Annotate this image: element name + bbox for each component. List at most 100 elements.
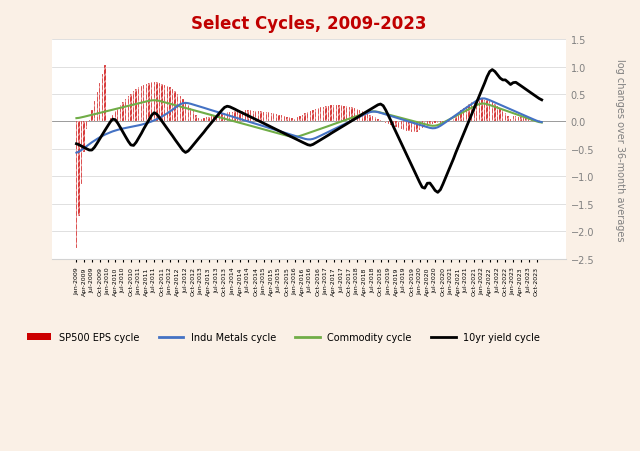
Bar bbox=[154, 83, 155, 122]
Bar bbox=[224, 114, 225, 122]
Bar bbox=[219, 115, 220, 122]
Bar bbox=[307, 113, 308, 122]
Bar bbox=[244, 111, 246, 122]
Bar bbox=[354, 109, 355, 122]
Bar bbox=[138, 88, 140, 122]
Bar bbox=[315, 110, 316, 122]
Bar bbox=[333, 106, 334, 122]
Bar bbox=[117, 109, 118, 122]
Bar bbox=[198, 119, 199, 122]
Bar bbox=[195, 115, 196, 122]
Bar bbox=[278, 115, 280, 122]
Bar bbox=[148, 83, 150, 122]
Bar bbox=[156, 83, 157, 122]
Bar bbox=[128, 97, 129, 122]
Bar bbox=[297, 118, 298, 122]
Bar bbox=[156, 83, 157, 122]
Bar bbox=[437, 122, 438, 124]
Bar bbox=[247, 111, 248, 122]
Bar bbox=[315, 110, 316, 122]
Bar bbox=[286, 117, 287, 122]
Bar bbox=[221, 114, 223, 122]
Bar bbox=[94, 102, 95, 122]
Bar bbox=[151, 83, 152, 122]
Bar bbox=[403, 122, 404, 131]
Title: Select Cycles, 2009-2023: Select Cycles, 2009-2023 bbox=[191, 15, 427, 33]
Bar bbox=[258, 112, 259, 122]
Bar bbox=[208, 117, 209, 122]
Bar bbox=[356, 110, 358, 122]
Bar bbox=[380, 121, 381, 122]
Bar bbox=[164, 85, 165, 122]
Bar bbox=[362, 112, 363, 122]
Bar bbox=[440, 122, 441, 123]
Bar bbox=[427, 122, 428, 126]
Bar bbox=[440, 122, 441, 123]
Bar bbox=[396, 122, 397, 128]
Bar bbox=[455, 116, 456, 122]
Bar bbox=[508, 116, 509, 122]
Bar bbox=[198, 119, 199, 122]
Bar bbox=[104, 65, 106, 122]
Bar bbox=[227, 113, 228, 122]
Bar bbox=[161, 84, 163, 122]
Bar bbox=[161, 84, 163, 122]
Bar bbox=[99, 84, 100, 122]
Bar bbox=[481, 100, 483, 122]
Bar bbox=[297, 118, 298, 122]
Bar bbox=[471, 103, 472, 122]
Bar bbox=[408, 122, 410, 132]
Bar bbox=[510, 119, 511, 122]
Bar bbox=[273, 114, 275, 122]
Bar bbox=[432, 122, 433, 124]
Bar bbox=[164, 85, 165, 122]
Bar bbox=[518, 118, 519, 122]
Bar bbox=[180, 97, 181, 122]
Bar bbox=[182, 100, 184, 122]
Bar bbox=[188, 106, 189, 122]
Bar bbox=[276, 115, 277, 122]
Bar bbox=[211, 116, 212, 122]
Bar bbox=[302, 115, 303, 122]
Bar bbox=[320, 108, 321, 122]
Bar bbox=[427, 122, 428, 126]
Bar bbox=[486, 101, 488, 122]
Bar bbox=[289, 118, 290, 122]
Bar bbox=[411, 122, 412, 133]
Bar bbox=[435, 122, 436, 124]
Bar bbox=[271, 114, 272, 122]
Bar bbox=[380, 121, 381, 122]
Bar bbox=[364, 113, 365, 122]
Bar bbox=[494, 105, 495, 122]
Bar bbox=[328, 106, 330, 122]
Bar bbox=[520, 118, 522, 122]
Bar bbox=[372, 117, 373, 122]
Bar bbox=[429, 122, 431, 125]
Bar bbox=[312, 110, 314, 122]
Bar bbox=[112, 115, 113, 122]
Bar bbox=[76, 122, 77, 248]
Bar bbox=[172, 90, 173, 122]
Bar bbox=[369, 115, 371, 122]
Bar bbox=[328, 106, 330, 122]
Bar bbox=[302, 115, 303, 122]
Bar bbox=[94, 102, 95, 122]
Bar bbox=[513, 117, 514, 122]
Bar bbox=[349, 107, 350, 122]
Bar bbox=[474, 102, 475, 122]
Bar bbox=[268, 113, 269, 122]
Bar bbox=[284, 116, 285, 122]
Bar bbox=[286, 117, 287, 122]
Bar bbox=[458, 114, 459, 122]
Bar bbox=[305, 114, 306, 122]
Bar bbox=[219, 115, 220, 122]
Bar bbox=[458, 114, 459, 122]
Bar bbox=[81, 122, 82, 184]
Bar bbox=[159, 83, 160, 122]
Bar bbox=[300, 117, 301, 122]
Bar bbox=[463, 109, 465, 122]
Bar bbox=[536, 121, 537, 122]
Bar bbox=[413, 122, 415, 133]
Bar bbox=[349, 107, 350, 122]
Bar bbox=[250, 111, 251, 122]
